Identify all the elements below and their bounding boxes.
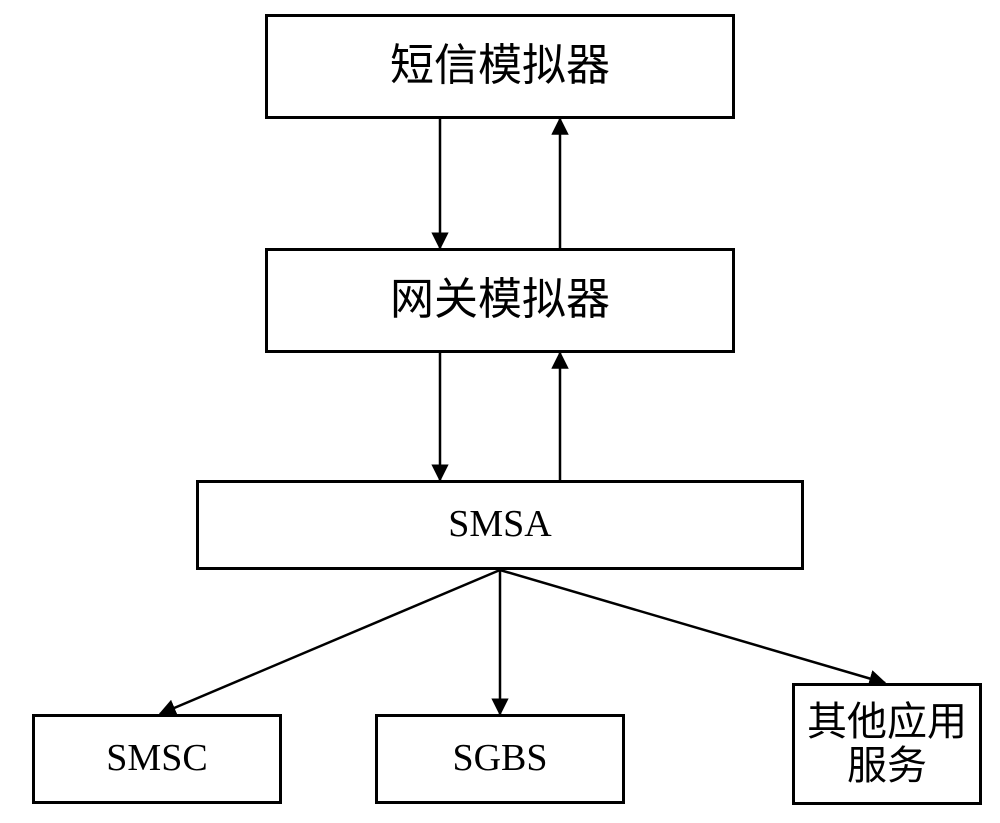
node-label: SMSC [106, 738, 207, 780]
node-label: SGBS [452, 738, 547, 780]
node-label: SMSA [448, 504, 552, 546]
node-smsc: SMSC [32, 714, 282, 804]
node-gateway-simulator: 网关模拟器 [265, 248, 735, 353]
node-label: 其他应用 服务 [807, 700, 967, 788]
node-sgbs: SGBS [375, 714, 625, 804]
edge-smsa-to-other_svc [500, 570, 885, 683]
node-label: 短信模拟器 [390, 42, 610, 90]
node-label: 网关模拟器 [390, 276, 610, 324]
node-other-app-services: 其他应用 服务 [792, 683, 982, 805]
edge-smsa-to-smsc [160, 570, 500, 714]
node-smsa: SMSA [196, 480, 804, 570]
diagram-canvas: 短信模拟器 网关模拟器 SMSA SMSC SGBS 其他应用 服务 [0, 0, 1000, 823]
node-sms-simulator: 短信模拟器 [265, 14, 735, 119]
